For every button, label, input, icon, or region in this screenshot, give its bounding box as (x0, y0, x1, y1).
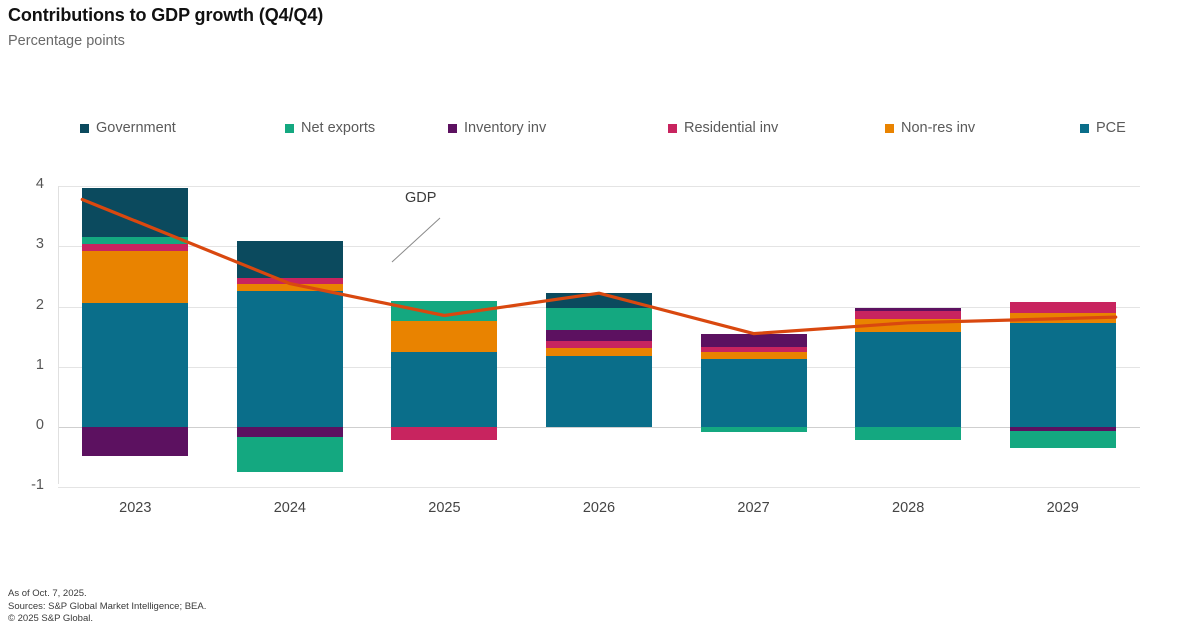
bar-segment-inventory-inv (236, 427, 343, 438)
bar-segment-inventory-inv (82, 427, 189, 456)
x-axis-tick-label: 2029 (1046, 500, 1079, 516)
legend-label: Residential inv (684, 120, 779, 136)
bar-segment-pce (391, 352, 498, 427)
bar-segment-non-res-inv (700, 351, 807, 359)
bar-segment-residential-inv (1009, 301, 1116, 313)
legend-item-pce[interactable]: PCE (1080, 120, 1126, 136)
x-axis-tick-label: 2028 (892, 500, 925, 516)
page-subtitle: Percentage points (8, 33, 125, 49)
legend-swatch-icon (285, 123, 294, 133)
bar-segment-inventory-inv (700, 333, 807, 347)
bar-segment-residential-inv (546, 340, 652, 349)
bar-segment-residential-inv (391, 427, 498, 441)
legend-swatch-icon (885, 123, 894, 133)
legend-label: PCE (1096, 120, 1126, 136)
legend-label: Government (96, 120, 176, 136)
bar-segment-inventory-inv (1009, 427, 1116, 432)
legend-item-net-exports[interactable]: Net exports (285, 120, 375, 136)
bar-segment-net-exports (82, 236, 189, 244)
bar-2024[interactable] (236, 160, 343, 490)
footer-copyright: © 2025 S&P Global. (8, 613, 93, 624)
bar-2029[interactable] (1009, 160, 1116, 490)
bar-segment-residential-inv (855, 311, 962, 320)
bar-segment-non-res-inv (1009, 312, 1116, 323)
zero-line (58, 427, 1140, 428)
y-axis-tick-label: 4 (35, 176, 44, 192)
plot-area: -1 0 1 2 3 4 2023 2024 2025 2026 2027 2028 2029 (0, 160, 1200, 516)
bar-segment-pce (1009, 322, 1116, 427)
page-title: Contributions to GDP growth (Q4/Q4) (8, 5, 324, 25)
bar-segment-pce (82, 303, 189, 427)
bar-segment-non-res-inv (546, 348, 652, 356)
gridline (58, 487, 1140, 489)
bar-2023[interactable] (82, 160, 189, 490)
bar-2028[interactable] (855, 160, 962, 490)
x-axis-tick-label: 2026 (582, 500, 616, 516)
footer-as-of: As of Oct. 7, 2025. (8, 588, 87, 599)
gridline (58, 186, 1140, 187)
bar-segment-non-res-inv (236, 284, 343, 292)
bar-segment-government (546, 292, 652, 308)
bar-2025[interactable] (391, 160, 498, 490)
y-axis-tick-label: -1 (31, 477, 44, 494)
bar-segment-government (236, 240, 343, 279)
legend-item-inventory-inv[interactable]: Inventory inv (448, 120, 546, 136)
legend-item-residential-inv[interactable]: Residential inv (668, 120, 778, 136)
x-axis-tick-label: 2027 (737, 500, 770, 516)
footer: As of Oct. 7, 2025. Sources: S&P Global … (8, 588, 206, 626)
bar-segment-residential-inv (700, 346, 807, 352)
legend-label: Net exports (301, 120, 376, 136)
bar-segment-residential-inv (236, 278, 343, 285)
bar-segment-inventory-inv (855, 308, 962, 312)
legend-swatch-icon (1080, 123, 1089, 133)
bar-segment-non-res-inv (391, 320, 498, 353)
bar-segment-pce (700, 358, 807, 427)
legend-label: Non-res inv (901, 120, 976, 136)
gdp-annotation-label: GDP (405, 190, 437, 206)
bar-segment-non-res-inv (82, 251, 189, 304)
bar-segment-net-exports (700, 427, 807, 432)
bar-segment-net-exports (855, 427, 962, 441)
bar-segment-non-res-inv (855, 319, 962, 333)
bar-segment-net-exports (391, 301, 498, 321)
legend-item-non-res-inv[interactable]: Non-res inv (885, 120, 975, 136)
legend-swatch-icon (668, 123, 677, 133)
bar-segment-pce (855, 332, 962, 427)
x-axis-tick-label: 2025 (428, 500, 461, 516)
y-axis-tick-label: 1 (35, 356, 44, 373)
y-axis-line (58, 186, 59, 484)
x-axis-tick-label: 2023 (119, 500, 152, 516)
legend-item-government[interactable]: Government (80, 120, 176, 136)
bar-segment-government (82, 188, 189, 237)
x-axis-tick-label: 2024 (273, 500, 306, 516)
chart-legend: Government Net exports Inventory inv Reside… (80, 120, 1140, 142)
y-axis-tick-label: 2 (35, 296, 44, 313)
y-axis-tick-label: 3 (35, 236, 44, 253)
bar-segment-inventory-inv (546, 329, 652, 341)
legend-swatch-icon (448, 123, 457, 133)
bar-segment-pce (546, 355, 652, 427)
bar-segment-residential-inv (82, 243, 189, 252)
bar-segment-pce (236, 291, 343, 427)
legend-label: Inventory inv (464, 120, 547, 136)
y-axis-tick-label: 0 (35, 417, 44, 433)
bar-2026[interactable] (546, 160, 652, 490)
footer-sources: Sources: S&P Global Market Intelligence;… (8, 600, 207, 612)
bar-segment-net-exports (546, 307, 652, 330)
bar-2027[interactable] (700, 160, 807, 490)
bar-segment-net-exports (1009, 431, 1116, 449)
bar-segment-net-exports (236, 437, 343, 473)
legend-swatch-icon (80, 123, 89, 133)
